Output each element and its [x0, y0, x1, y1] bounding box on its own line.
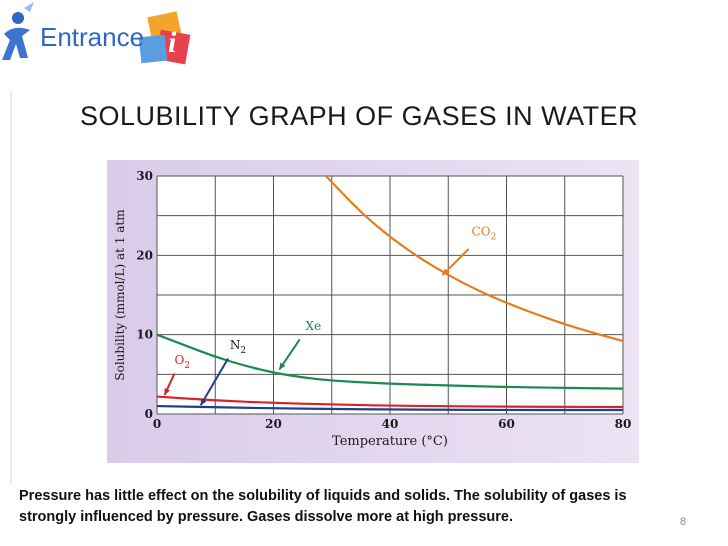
y-tick-labels: 0 10 20 30	[136, 169, 153, 421]
series-group	[156, 175, 624, 412]
slide-title: SOLUBILITY GRAPH OF GASES IN WATER	[80, 101, 639, 131]
arrowhead-co2	[442, 268, 450, 276]
series-label-main: O	[174, 353, 184, 367]
caption-line-2: strongly influenced by pressure. Gases d…	[19, 509, 513, 525]
series-line-xe	[156, 333, 624, 390]
x-tick-labels: 0 20 40 60 80	[153, 417, 632, 431]
grid	[156, 175, 624, 415]
logo-text: Entrance	[40, 22, 145, 52]
y-tick-label: 30	[136, 169, 153, 183]
y-axis-label: Solubility (mmol/L) at 1 atm	[113, 209, 127, 381]
series-line-co2	[325, 175, 624, 343]
arrowhead-o2	[164, 387, 170, 395]
series-label-o2: O2	[174, 353, 190, 371]
caption-line-1: Pressure has little effect on the solubi…	[19, 488, 627, 504]
y-tick-label: 0	[145, 407, 153, 421]
series-label-n2: N2	[230, 338, 246, 356]
series-label-sub: 2	[184, 361, 190, 371]
side-rule	[10, 90, 12, 485]
x-tick-label: 60	[498, 417, 515, 431]
arrowhead-xe	[279, 362, 286, 370]
arrowhead-n2	[200, 398, 207, 406]
caption: Pressure has little effect on the solubi…	[19, 486, 709, 528]
entrance-logo: Entrance i	[0, 0, 200, 80]
series-label-co2: CO2	[472, 225, 497, 243]
solubility-chart: 0 20 40 60 80 0 10 20 30 CO2 Xe N2 O2 Temperature …	[107, 160, 639, 463]
y-tick-label: 20	[136, 248, 153, 262]
x-tick-label: 20	[265, 417, 282, 431]
logo-mark: i	[168, 26, 177, 59]
series-label-main: Xe	[306, 319, 322, 333]
series-label-main: CO	[472, 225, 491, 239]
x-tick-label: 40	[382, 417, 399, 431]
x-tick-label: 0	[153, 417, 161, 431]
series-label-main: N	[230, 338, 241, 352]
series-label-sub: 2	[491, 233, 497, 243]
page-number: 8	[680, 516, 687, 528]
arrow-n2	[199, 357, 229, 406]
y-tick-label: 10	[136, 328, 153, 342]
x-axis-label: Temperature (°C)	[332, 434, 448, 449]
logo-emblem	[2, 2, 191, 65]
series-label-xe: Xe	[306, 319, 322, 333]
series-label-sub: 2	[240, 346, 246, 356]
x-tick-label: 80	[615, 417, 632, 431]
series-line-n2	[156, 404, 623, 412]
